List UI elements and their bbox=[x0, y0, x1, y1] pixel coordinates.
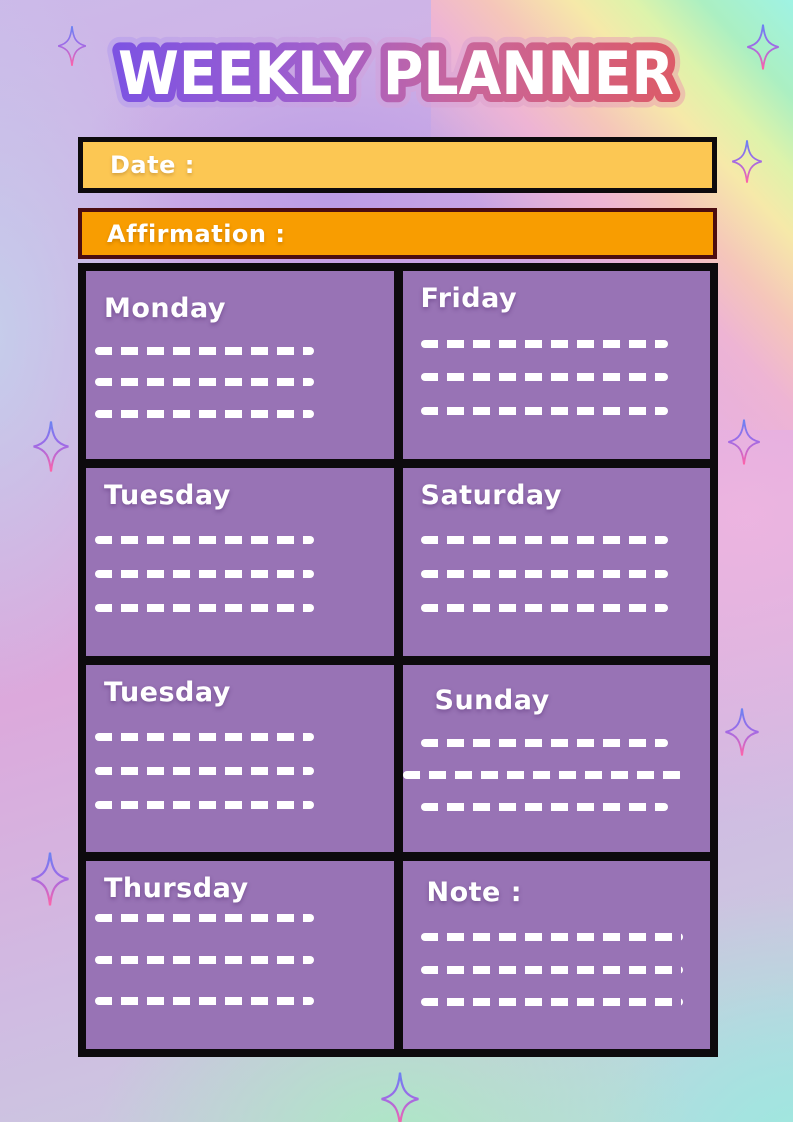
day-label: Tuesday bbox=[104, 676, 231, 708]
day-card-friday[interactable]: Friday bbox=[402, 271, 710, 459]
date-label: Date : bbox=[110, 151, 195, 179]
day-card-tuesday-2[interactable]: Tuesday bbox=[86, 664, 394, 853]
writing-line bbox=[420, 932, 683, 941]
day-card-monday[interactable]: Monday bbox=[86, 271, 394, 459]
writing-line bbox=[95, 603, 314, 612]
note-card[interactable]: Note : bbox=[402, 861, 710, 1049]
sparkle-icon bbox=[381, 1072, 419, 1122]
writing-line bbox=[95, 347, 314, 356]
writing-lines[interactable] bbox=[420, 314, 695, 445]
writing-line bbox=[95, 536, 314, 545]
writing-line bbox=[95, 409, 314, 418]
writing-lines[interactable] bbox=[95, 708, 378, 839]
sparkle-icon bbox=[31, 852, 69, 906]
page-title: WEEKLY PLANNER WEEKLY PLANNER WEEKLY PLA… bbox=[105, 28, 688, 120]
affirmation-field[interactable]: Affirmation : bbox=[78, 208, 717, 259]
writing-line bbox=[420, 339, 668, 348]
writing-line bbox=[420, 965, 683, 974]
writing-line bbox=[420, 536, 668, 545]
day-card-tuesday[interactable]: Tuesday bbox=[86, 467, 394, 656]
svg-text:WEEKLY PLANNER: WEEKLY PLANNER bbox=[118, 39, 674, 109]
writing-line bbox=[95, 766, 314, 775]
writing-lines[interactable] bbox=[95, 511, 378, 642]
note-label: Note : bbox=[426, 877, 523, 909]
sparkle-icon bbox=[747, 24, 779, 70]
writing-line bbox=[95, 997, 314, 1005]
day-card-thursday[interactable]: Thursday bbox=[86, 861, 394, 1049]
writing-lines[interactable] bbox=[95, 904, 378, 1035]
day-label: Tuesday bbox=[104, 479, 231, 511]
writing-line bbox=[95, 378, 314, 387]
svg-text:WEEKLY PLANNER: WEEKLY PLANNER bbox=[118, 39, 674, 109]
day-card-sunday[interactable]: Sunday bbox=[402, 664, 710, 853]
day-card-saturday[interactable]: Saturday bbox=[402, 467, 710, 656]
date-field[interactable]: Date : bbox=[78, 137, 717, 193]
sparkle-icon bbox=[732, 140, 762, 183]
writing-line bbox=[95, 570, 314, 579]
day-label: Friday bbox=[420, 283, 518, 314]
writing-line bbox=[420, 739, 668, 748]
sparkle-icon bbox=[728, 419, 760, 465]
writing-line bbox=[420, 802, 668, 811]
day-label: Sunday bbox=[434, 684, 550, 716]
day-label: Thursday bbox=[104, 873, 249, 905]
affirmation-label: Affirmation : bbox=[107, 219, 286, 248]
writing-line bbox=[420, 570, 668, 579]
writing-line bbox=[95, 914, 314, 923]
day-label: Monday bbox=[104, 293, 226, 324]
sparkle-icon bbox=[725, 708, 759, 756]
writing-lines[interactable] bbox=[420, 908, 695, 1035]
writing-lines[interactable] bbox=[402, 716, 695, 839]
svg-text:WEEKLY PLANNER: WEEKLY PLANNER bbox=[118, 39, 674, 109]
writing-line bbox=[402, 770, 683, 779]
writing-lines[interactable] bbox=[420, 511, 695, 642]
weekly-grid: Monday Friday Tuesday Satu bbox=[78, 263, 718, 1057]
sparkle-icon bbox=[33, 421, 69, 472]
writing-lines[interactable] bbox=[95, 324, 378, 445]
writing-line bbox=[95, 733, 314, 742]
writing-line bbox=[95, 800, 314, 809]
writing-line bbox=[420, 373, 668, 382]
day-label: Saturday bbox=[420, 479, 562, 511]
writing-line bbox=[420, 407, 668, 416]
writing-line bbox=[420, 603, 668, 612]
writing-line bbox=[95, 955, 314, 964]
writing-line bbox=[420, 998, 683, 1007]
